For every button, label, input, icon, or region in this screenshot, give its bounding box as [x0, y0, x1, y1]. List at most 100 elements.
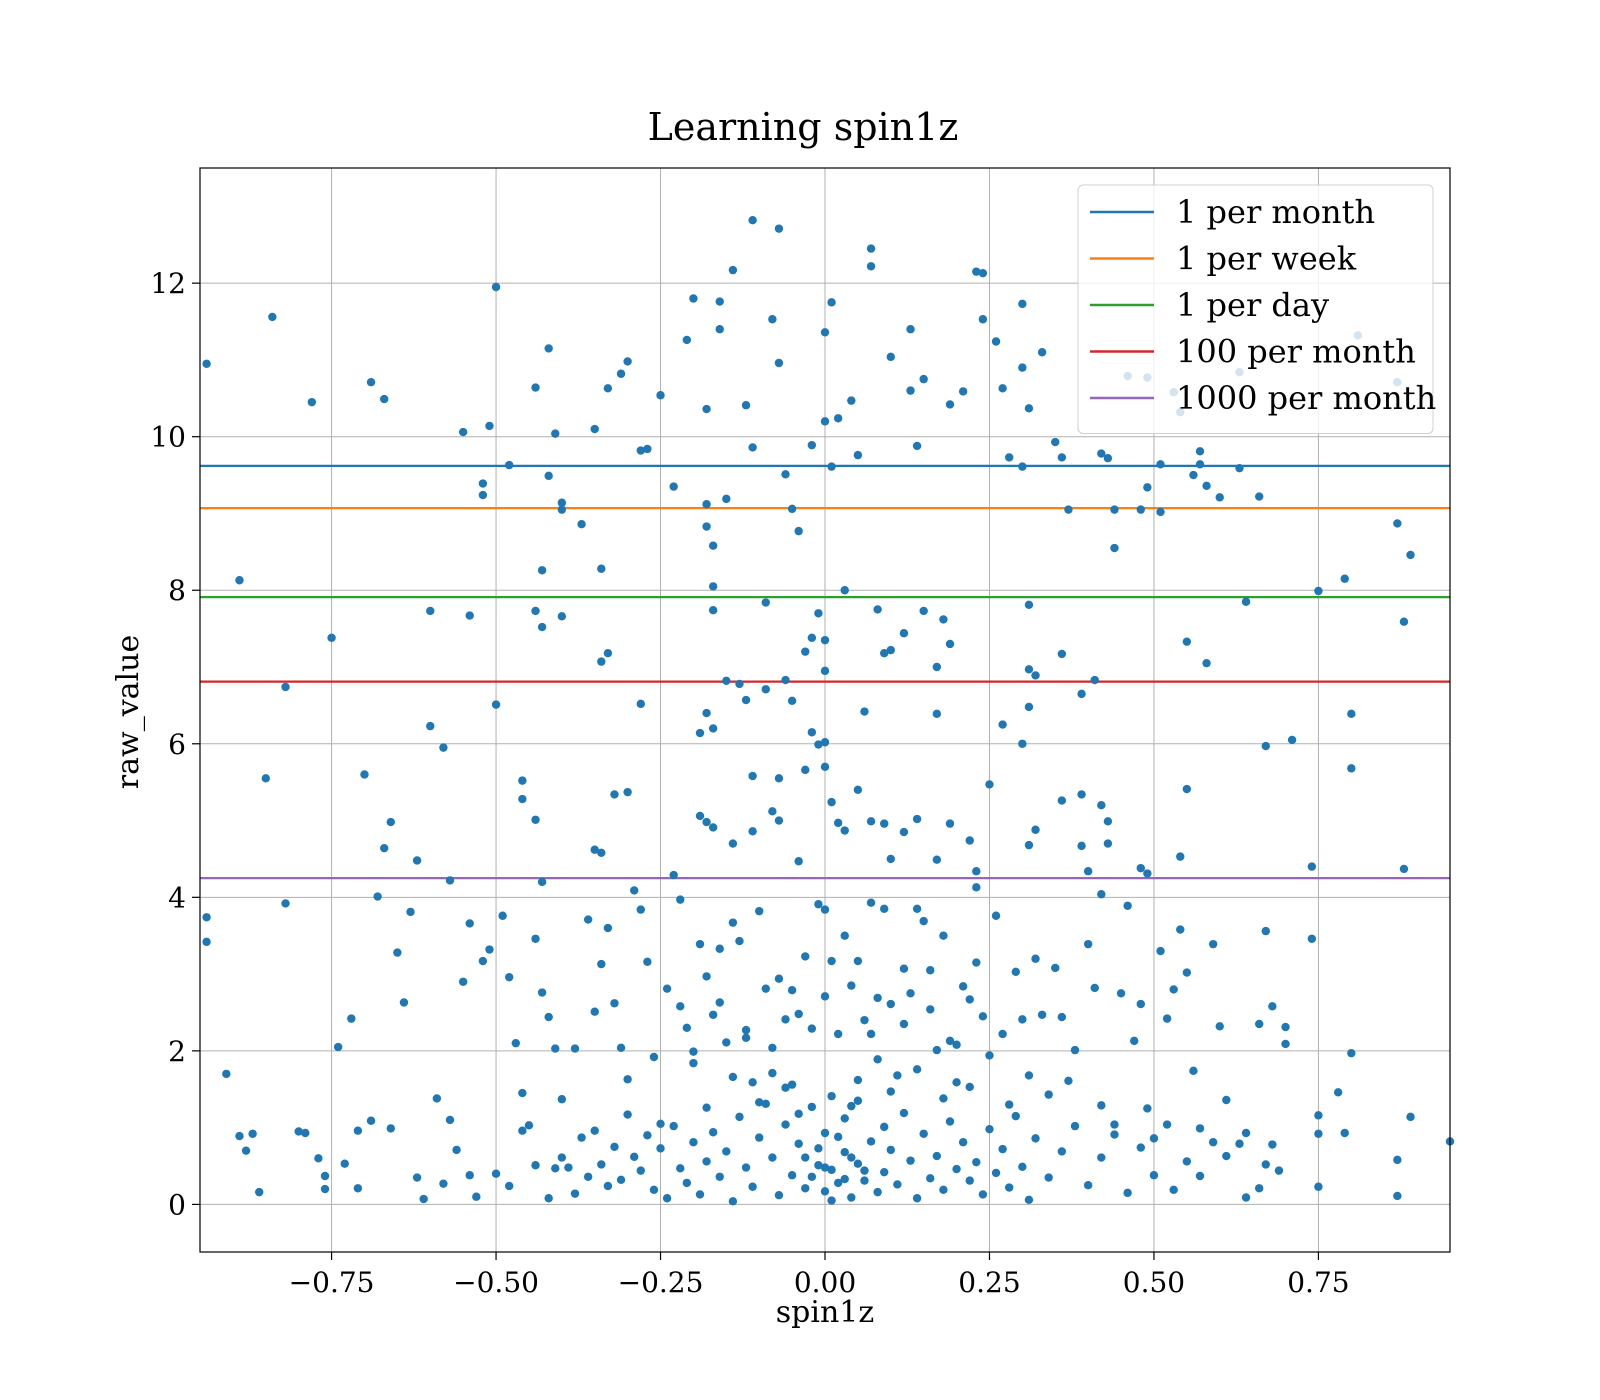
data-point [932, 1045, 942, 1055]
data-point [1182, 968, 1192, 977]
data-point [794, 857, 803, 866]
data-point [662, 984, 672, 993]
data-point [1057, 453, 1067, 462]
data-point [794, 1109, 803, 1119]
data-point [1281, 1022, 1290, 1032]
data-point [702, 1103, 711, 1112]
data-point [985, 780, 994, 789]
data-point [689, 1138, 698, 1147]
data-point [1340, 1128, 1349, 1138]
data-point [919, 374, 928, 384]
data-point [768, 807, 777, 816]
data-point [972, 1157, 981, 1167]
data-point [1195, 1124, 1205, 1133]
legend: 1 per month 1 per week 1 per day 100 per mo… [1077, 184, 1436, 434]
data-point [814, 609, 823, 618]
data-point [1195, 1171, 1205, 1181]
data-point [1235, 1139, 1244, 1148]
y-tick-label: 8 [168, 574, 186, 607]
data-point [873, 1187, 882, 1197]
data-point [1011, 967, 1020, 976]
data-point [1143, 869, 1152, 878]
data-point [899, 964, 909, 973]
data-point [570, 1189, 580, 1198]
data-point [827, 797, 836, 807]
data-point [669, 870, 678, 880]
data-point [886, 352, 895, 362]
data-point [386, 1124, 395, 1133]
data-point [636, 446, 645, 455]
data-point [715, 297, 724, 306]
data-point [853, 956, 863, 966]
data-point [695, 1190, 705, 1199]
data-point [557, 1095, 567, 1104]
data-point [1083, 1181, 1093, 1190]
data-point [1281, 1039, 1290, 1049]
data-point [202, 913, 211, 922]
data-point [544, 344, 553, 353]
data-point [1037, 348, 1047, 357]
data-point [860, 707, 869, 716]
data-point [695, 811, 705, 821]
data-point [649, 1052, 659, 1062]
data-point [353, 1184, 363, 1193]
data-point [880, 1167, 889, 1177]
data-point [537, 877, 547, 887]
data-point [603, 1181, 613, 1191]
data-point [952, 1164, 961, 1174]
data-point [340, 1159, 349, 1168]
data-point [840, 586, 849, 595]
data-point [820, 762, 830, 772]
data-point [695, 728, 705, 738]
data-point [1149, 1171, 1159, 1180]
data-point [827, 298, 836, 307]
data-point [899, 629, 909, 638]
data-point [1116, 989, 1126, 998]
data-point [761, 685, 770, 694]
data-point [1031, 1134, 1040, 1143]
data-point [794, 1009, 803, 1019]
data-point [656, 1119, 665, 1128]
data-point [1110, 1130, 1119, 1139]
data-point [597, 657, 606, 666]
data-point [741, 1033, 751, 1043]
data-point [1024, 1195, 1034, 1204]
data-point [590, 424, 599, 434]
data-point [708, 582, 718, 591]
data-point [998, 1029, 1007, 1039]
data-point [616, 369, 626, 378]
data-point [978, 268, 988, 278]
data-point [728, 1072, 738, 1082]
data-point [1189, 1066, 1198, 1076]
data-point [866, 244, 876, 253]
data-point [755, 906, 764, 916]
data-point [958, 387, 968, 396]
data-point [939, 931, 948, 940]
data-point [702, 404, 711, 414]
data-point [702, 817, 711, 827]
data-point [445, 876, 455, 885]
data-point [1057, 1147, 1067, 1156]
legend-label: 1 per month [1176, 193, 1375, 231]
data-point [689, 294, 698, 303]
data-point [636, 905, 645, 914]
data-point [952, 1078, 961, 1087]
data-point [735, 936, 744, 946]
data-point [1110, 543, 1119, 553]
data-point [682, 335, 692, 345]
data-point [787, 696, 797, 705]
data-point [761, 984, 770, 993]
data-point [722, 1147, 731, 1156]
data-point [1077, 790, 1086, 799]
data-point [1156, 460, 1165, 469]
data-point [761, 598, 770, 607]
data-point [268, 312, 277, 322]
data-point [741, 1163, 751, 1172]
data-point [972, 883, 981, 892]
data-point [1143, 1104, 1152, 1113]
data-point [866, 1137, 876, 1146]
data-point [1051, 437, 1060, 447]
data-point [1156, 507, 1165, 517]
legend-label: 1 per week [1176, 240, 1357, 278]
data-point [741, 695, 751, 705]
